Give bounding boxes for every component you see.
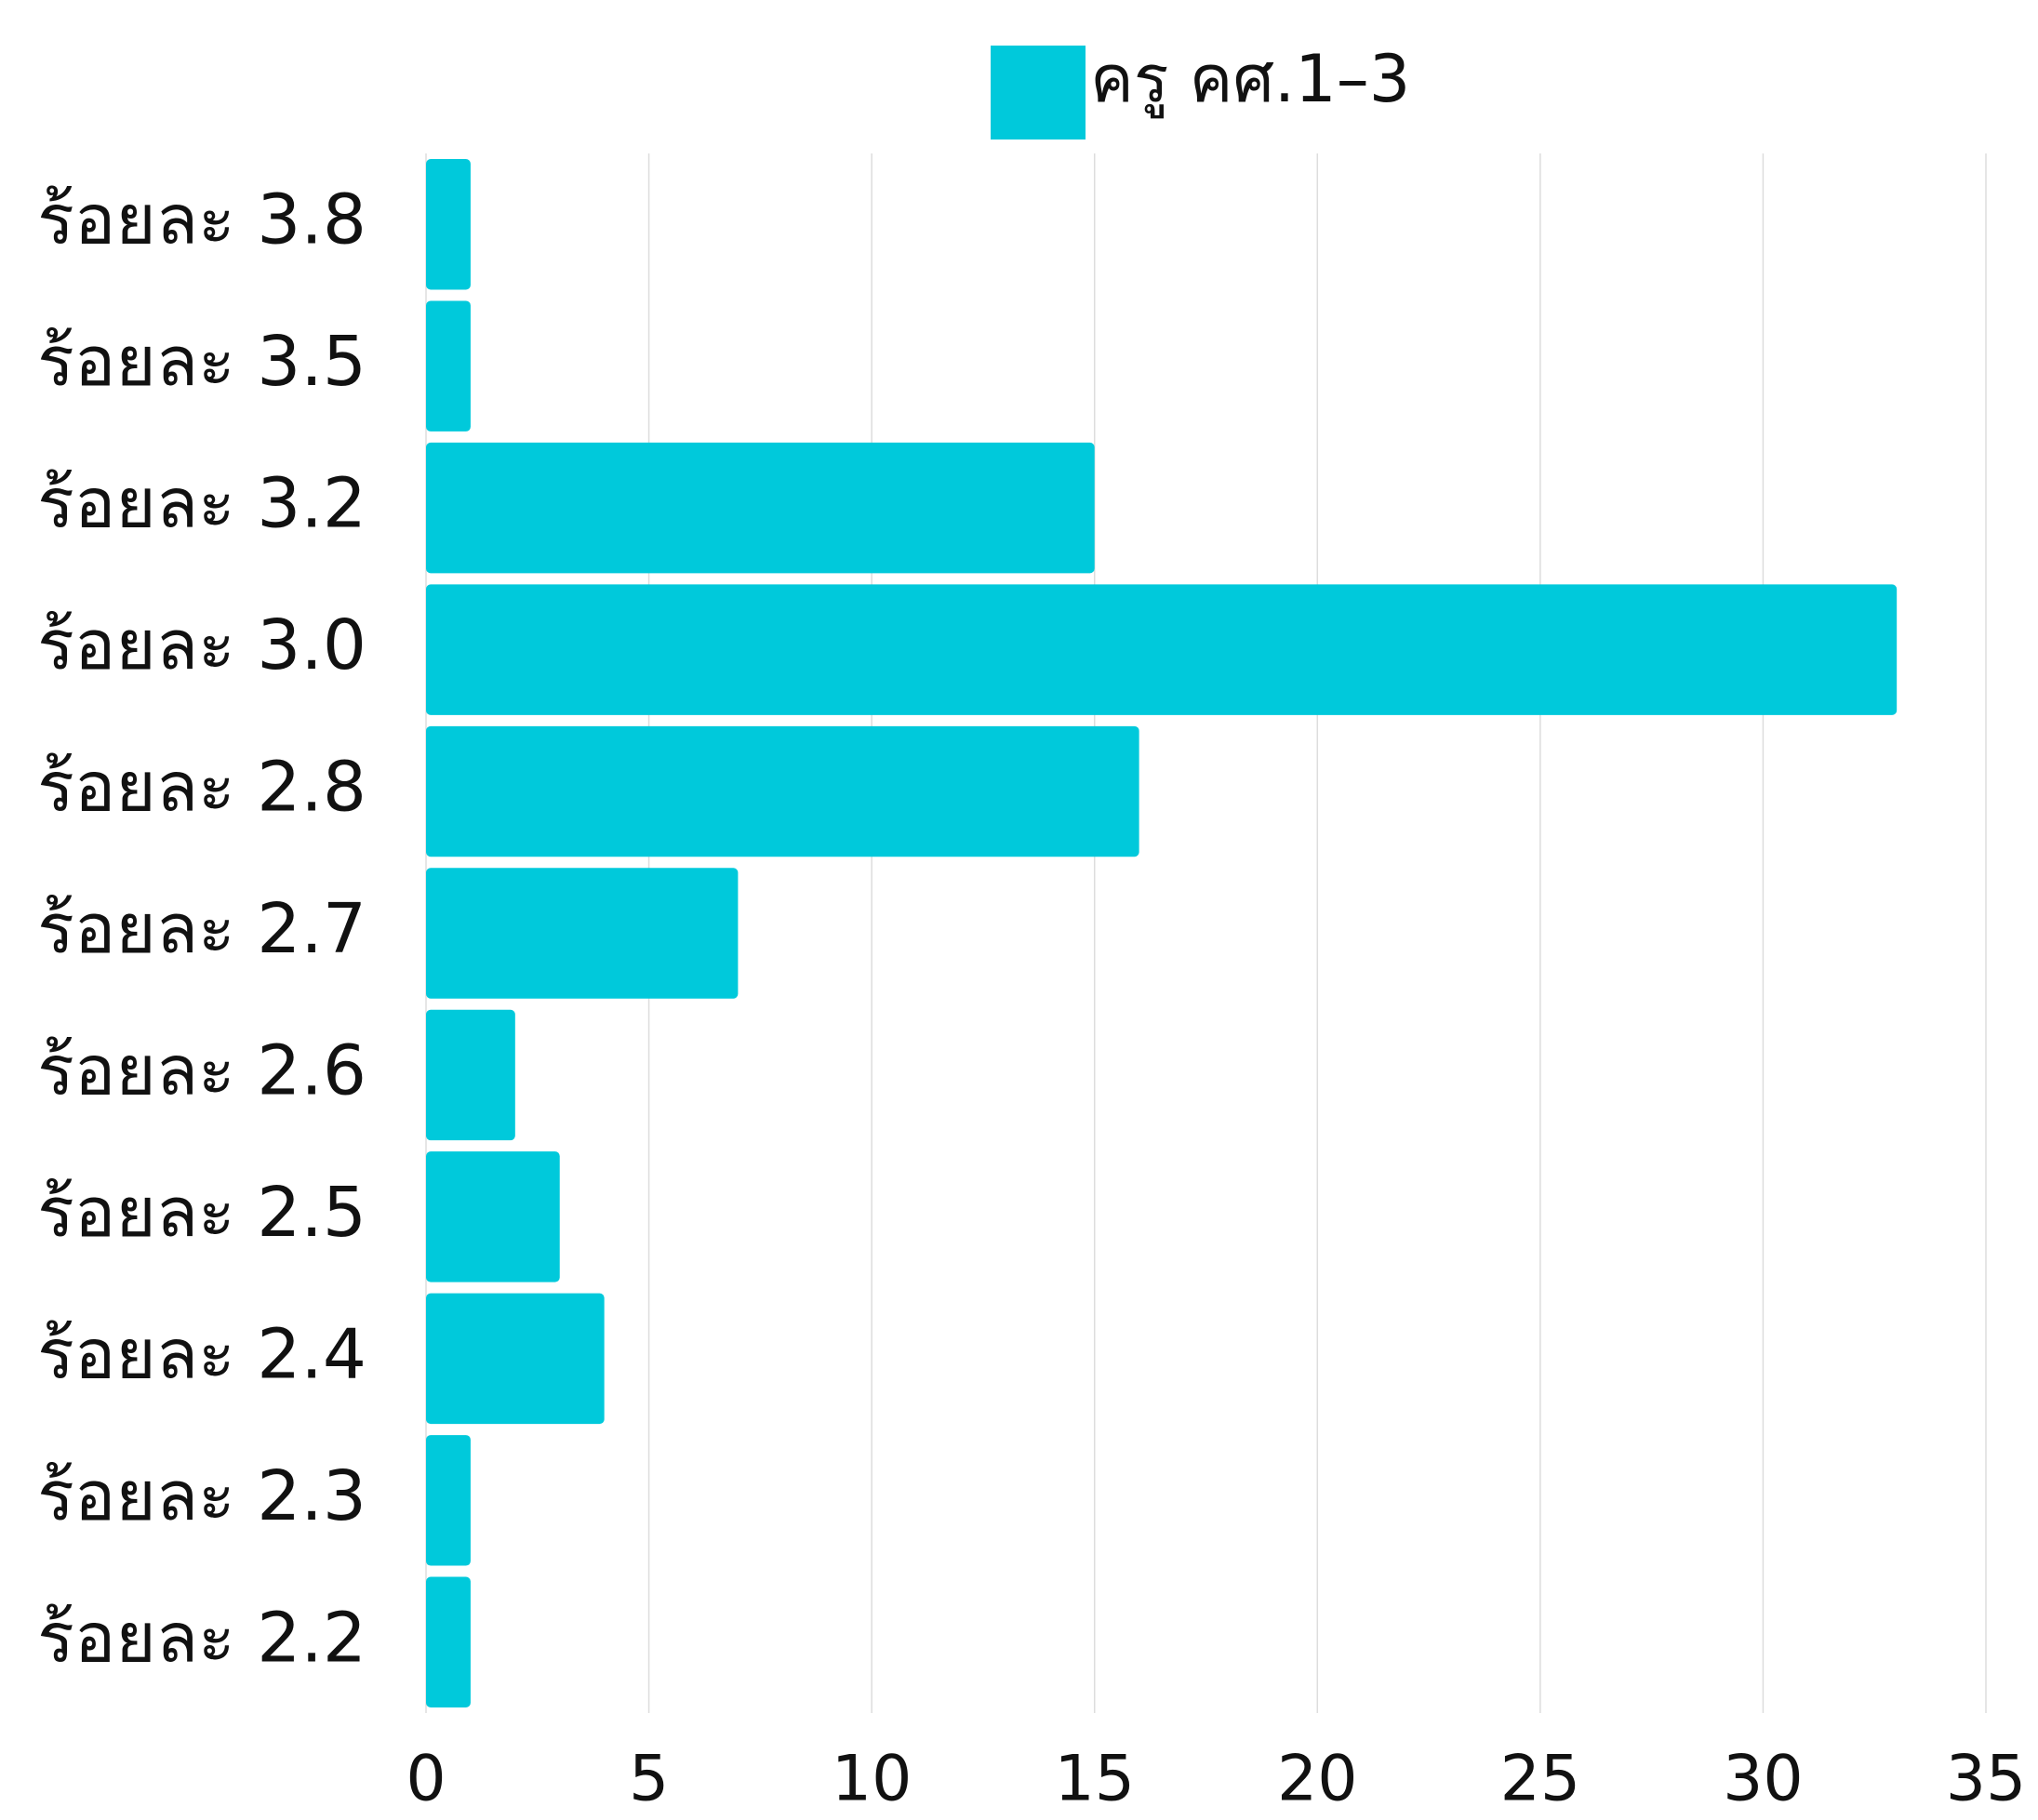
legend-label: ครู คศ.1–3 bbox=[1090, 41, 1410, 119]
legend-swatch bbox=[991, 46, 1086, 139]
x-tick-label: 35 bbox=[1946, 1743, 2027, 1816]
y-tick-label: ร้อยละ 2.8 bbox=[37, 748, 366, 828]
x-tick-label: 5 bbox=[629, 1743, 669, 1816]
x-tick-label: 10 bbox=[832, 1743, 912, 1816]
bar bbox=[426, 300, 471, 432]
y-tick-label: ร้อยละ 2.3 bbox=[37, 1456, 366, 1536]
y-tick-label: ร้อยละ 3.8 bbox=[37, 180, 366, 260]
bar bbox=[426, 1435, 471, 1566]
y-tick-label: ร้อยละ 2.6 bbox=[37, 1030, 366, 1110]
y-tick-label: ร้อยละ 2.7 bbox=[37, 889, 366, 969]
x-tick-label: 0 bbox=[406, 1743, 446, 1816]
bar bbox=[426, 1576, 471, 1707]
y-tick-label: ร้อยละ 2.4 bbox=[37, 1314, 366, 1394]
bar bbox=[426, 584, 1898, 715]
bar bbox=[426, 1009, 515, 1141]
bar bbox=[426, 159, 471, 290]
y-tick-label: ร้อยละ 3.2 bbox=[37, 464, 366, 544]
bar bbox=[426, 725, 1139, 857]
x-tick-label: 20 bbox=[1277, 1743, 1358, 1816]
y-tick-label: ร้อยละ 2.2 bbox=[37, 1598, 366, 1678]
bar bbox=[426, 868, 739, 999]
x-tick-label: 30 bbox=[1723, 1743, 1804, 1816]
x-tick-label: 15 bbox=[1054, 1743, 1135, 1816]
y-tick-label: ร้อยละ 2.5 bbox=[37, 1173, 366, 1253]
bar bbox=[426, 1151, 560, 1282]
bar bbox=[426, 1293, 605, 1425]
x-tick-label: 25 bbox=[1500, 1743, 1581, 1816]
bar bbox=[426, 442, 1095, 574]
y-tick-label: ร้อยละ 3.5 bbox=[37, 322, 366, 402]
y-tick-label: ร้อยละ 3.0 bbox=[37, 605, 366, 685]
